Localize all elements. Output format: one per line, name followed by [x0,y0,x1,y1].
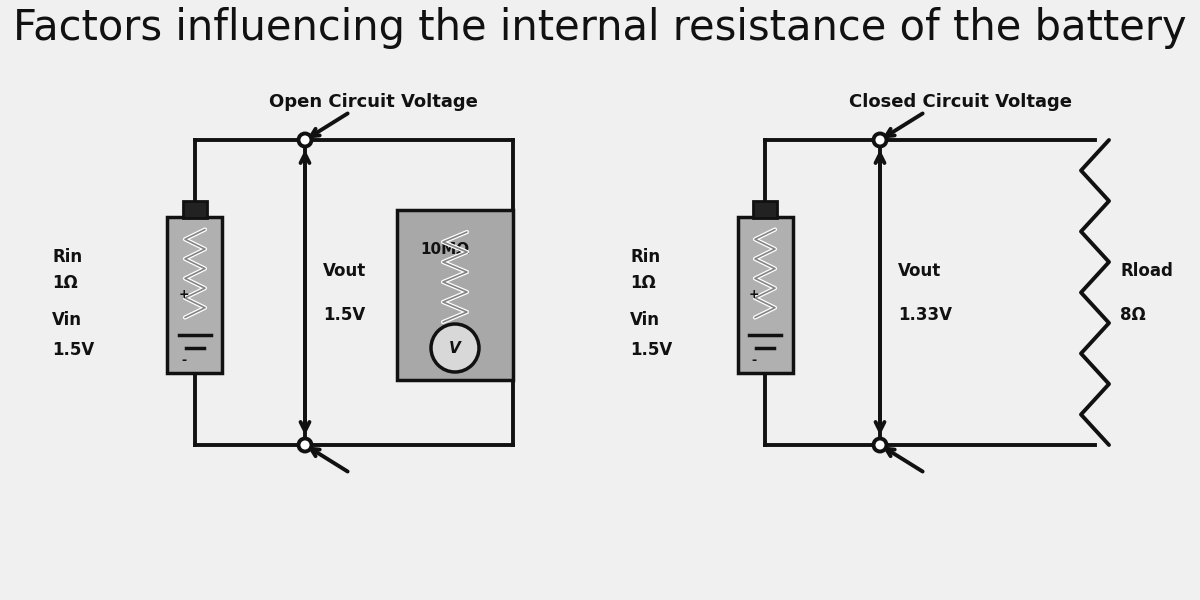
Text: 8Ω: 8Ω [1120,305,1146,323]
Text: 1.5V: 1.5V [52,341,95,359]
Text: Rin: Rin [630,248,660,266]
Text: V: V [449,341,461,355]
Text: 1.5V: 1.5V [323,305,365,323]
Circle shape [874,134,887,146]
Bar [738,217,792,373]
Text: Vin: Vin [630,311,660,329]
Text: Factors influencing the internal resistance of the battery: Factors influencing the internal resista… [13,7,1187,49]
Text: Vout: Vout [323,262,366,280]
Circle shape [299,134,312,146]
Text: Vin: Vin [52,311,82,329]
Circle shape [874,439,887,451]
Text: -: - [751,354,756,367]
Text: Rload: Rload [1120,262,1172,280]
Text: Closed Circuit Voltage: Closed Circuit Voltage [848,93,1072,111]
Text: 1.5V: 1.5V [630,341,672,359]
Circle shape [299,439,312,451]
Text: -: - [181,354,186,367]
Bar [754,200,776,217]
Text: 1.33V: 1.33V [898,305,952,323]
Text: +: + [179,289,190,301]
Bar [397,210,512,380]
Text: 10MΩ: 10MΩ [420,242,469,257]
Text: +: + [749,289,760,301]
Text: Rin: Rin [52,248,82,266]
Text: 1Ω: 1Ω [52,274,78,292]
Text: 1Ω: 1Ω [630,274,655,292]
Text: Vout: Vout [898,262,941,280]
Bar [184,200,206,217]
Bar [168,217,222,373]
Text: Open Circuit Voltage: Open Circuit Voltage [269,93,478,111]
Circle shape [431,324,479,372]
